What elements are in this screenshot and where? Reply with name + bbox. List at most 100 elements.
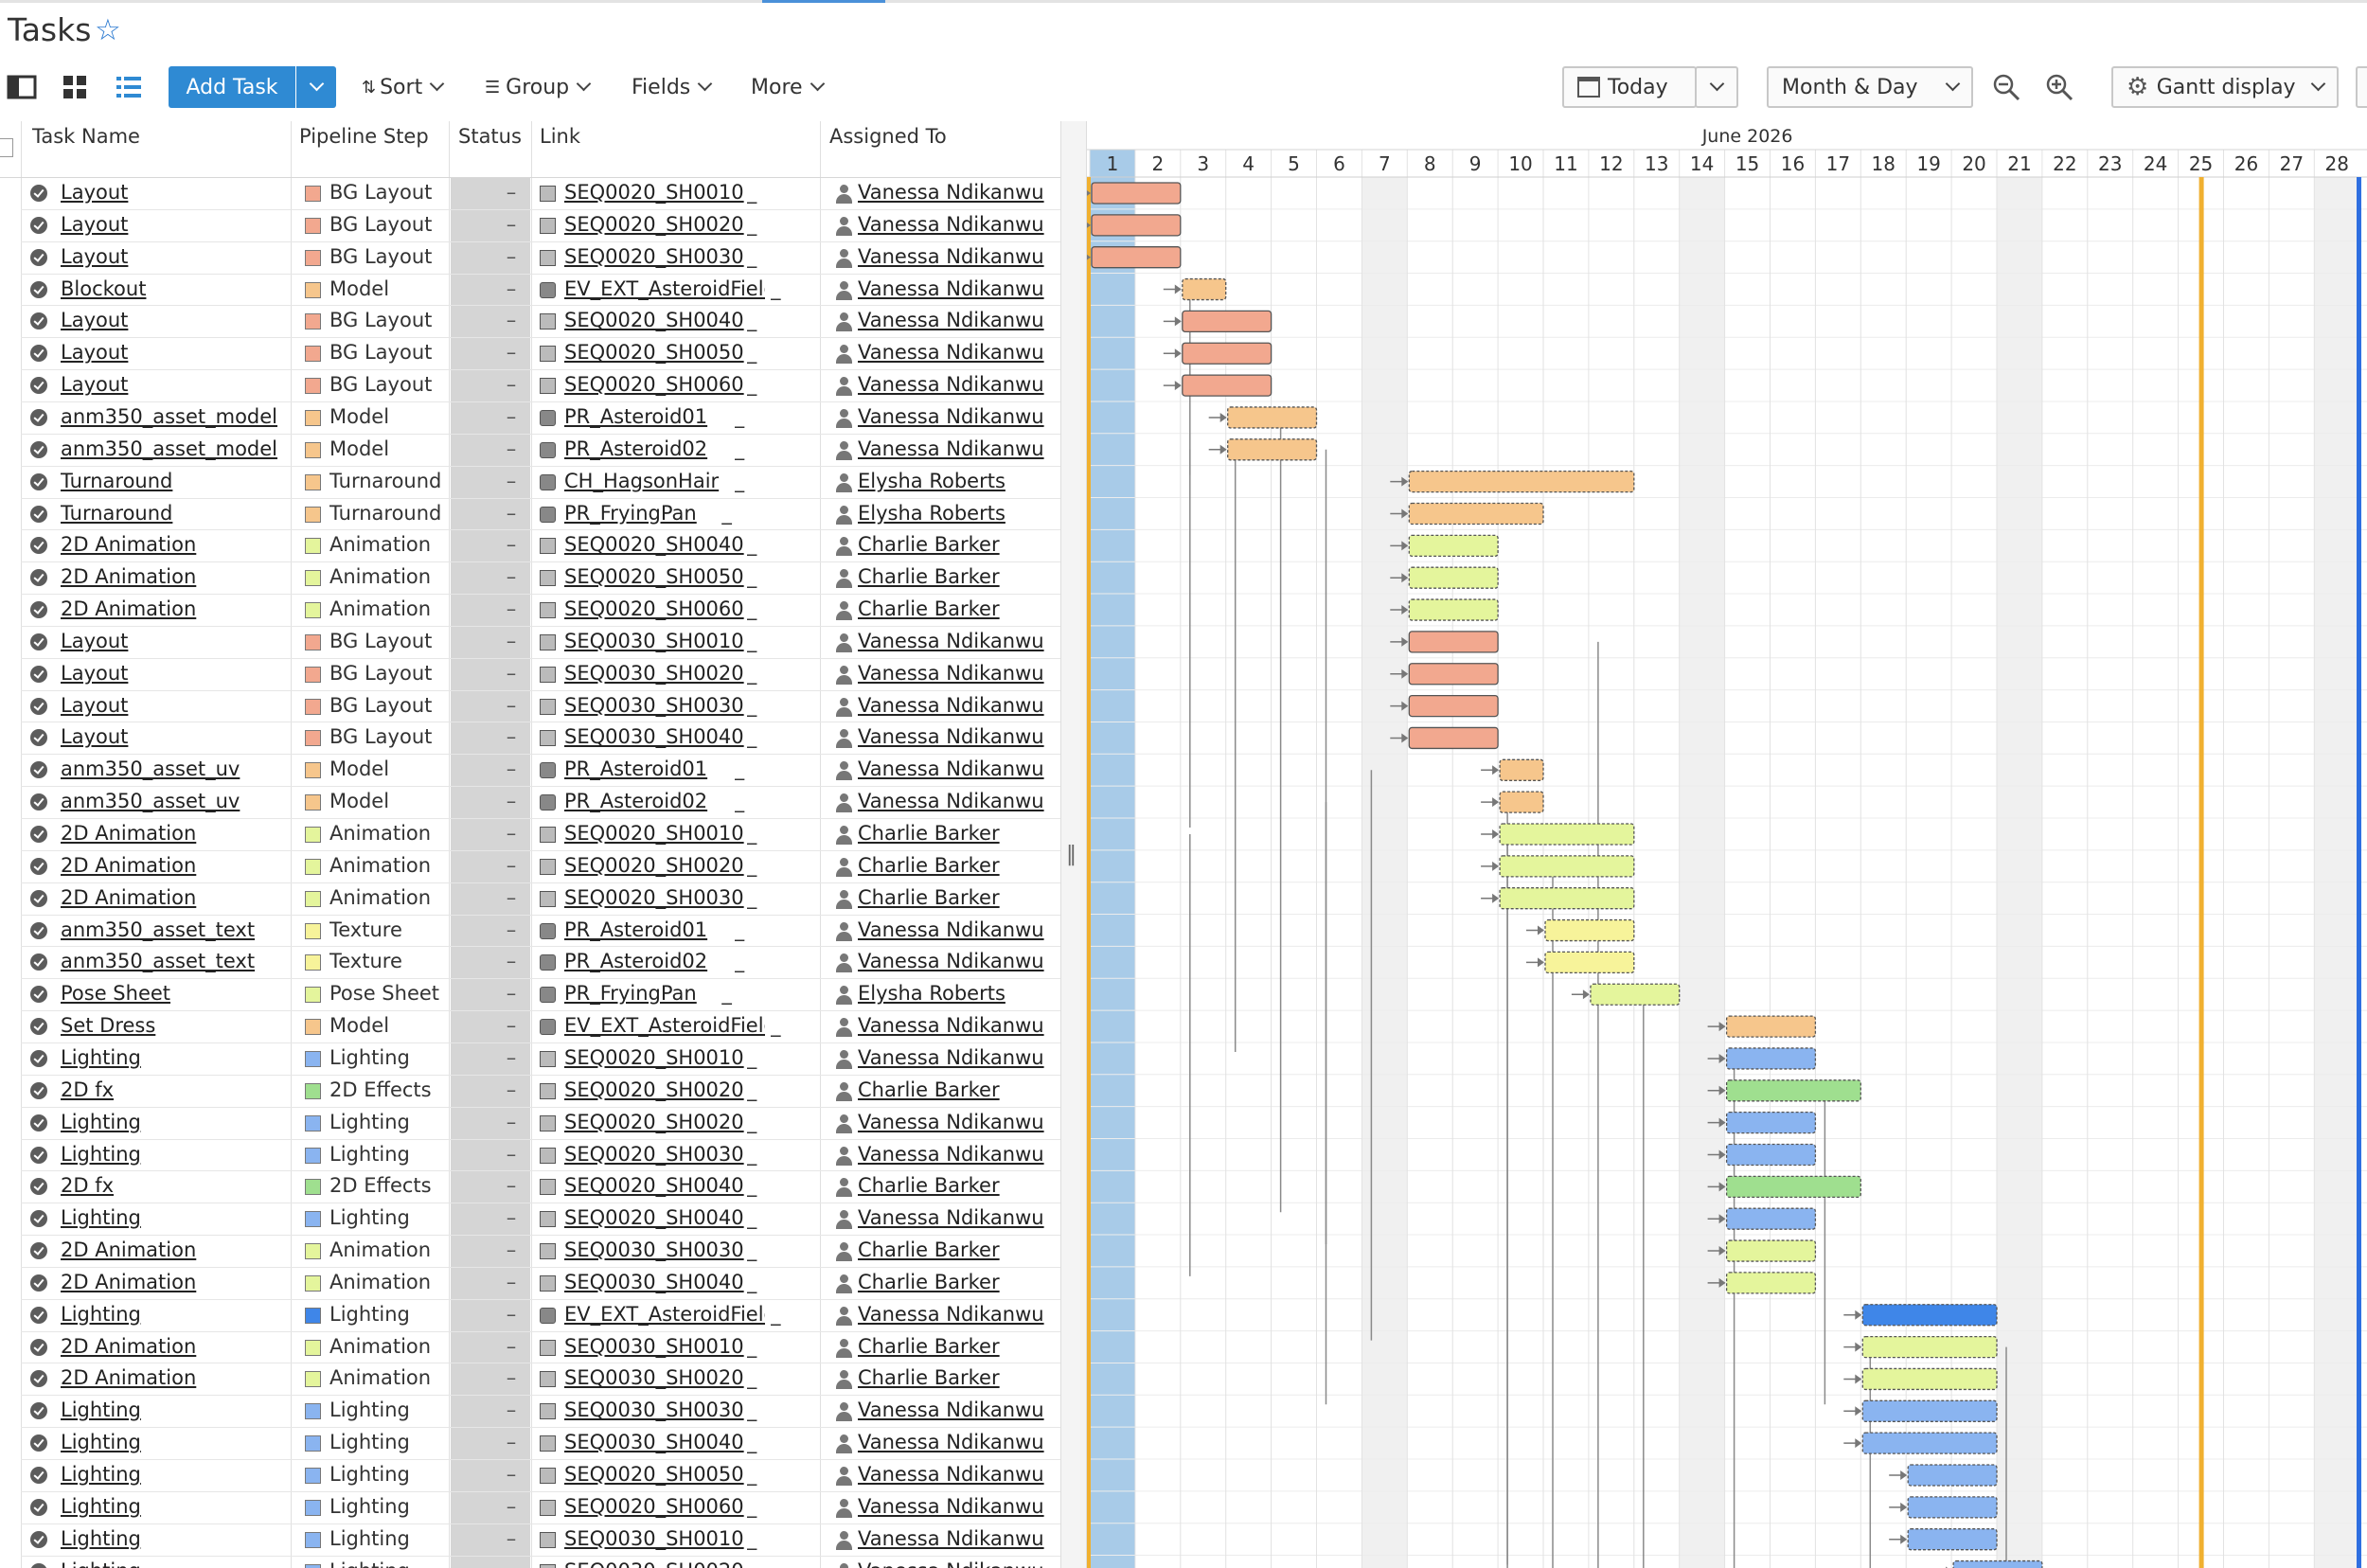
status-value[interactable]: – [506,1366,517,1390]
status-value[interactable]: – [506,1142,517,1166]
table-row[interactable]: Lighting Lighting – SEQ0020_SH0020 _ Vanessa … [21,1107,1062,1139]
task-name-link[interactable]: Layout [61,693,129,717]
assignee-link[interactable]: Vanessa Ndikanwu [858,918,1044,941]
table-row[interactable]: anm350_asset_text Texture – PR_Asteroid02 _ V… [21,946,1062,978]
assignee-link[interactable]: Vanessa Ndikanwu [858,1014,1044,1038]
task-bar[interactable] [1227,406,1318,429]
status-value[interactable]: – [506,853,517,877]
table-row[interactable]: anm350_asset_model Model – PR_Asteroid01 _ Va… [21,401,1062,434]
task-name-link[interactable]: Lighting [61,1206,141,1230]
assignee-link[interactable]: Vanessa Ndikanwu [858,1302,1044,1326]
task-name-link[interactable]: Pose Sheet [61,982,171,1006]
assignee-link[interactable]: Charlie Barker [858,853,1000,877]
table-row[interactable]: Lighting Lighting – SEQ0020_SH0060 _ Vanessa … [21,1491,1062,1523]
entity-link[interactable]: PR_FryingPan [564,982,697,1006]
task-name-link[interactable]: Lighting [61,1302,141,1326]
entity-link[interactable]: SEQ0020_SH0010 [564,822,744,845]
entity-link-more[interactable]: _ [746,661,757,685]
assignee-link[interactable]: Elysha Roberts [858,501,1006,525]
assignee-link[interactable]: Vanessa Ndikanwu [858,1463,1044,1486]
entity-link-more[interactable]: _ [734,469,745,492]
col-header-task-name[interactable]: Task Name [32,125,140,148]
entity-link[interactable]: SEQ0020_SH0020 [564,212,744,236]
entity-link[interactable]: SEQ0020_SH0060 [564,1494,744,1518]
task-checkbox-icon[interactable] [30,761,47,779]
task-checkbox-icon[interactable] [30,1338,47,1356]
entity-link[interactable]: SEQ0030_SH0020 [564,661,744,685]
assignee-link[interactable]: Vanessa Ndikanwu [858,404,1044,428]
task-checkbox-icon[interactable] [30,537,47,555]
task-name-link[interactable]: 2D Animation [61,822,197,845]
entity-link-more[interactable]: _ [746,341,757,365]
task-checkbox-icon[interactable] [30,1530,47,1548]
assignee-link[interactable]: Vanessa Ndikanwu [858,1526,1044,1550]
entity-link[interactable]: SEQ0030_SH0020 [564,1366,744,1390]
table-row[interactable]: Layout BG Layout – SEQ0020_SH0020 _ Vanessa N… [21,209,1062,241]
entity-link-more[interactable]: _ [771,276,781,300]
table-row[interactable]: Lighting Lighting – SEQ0020_SH0050 _ Vanessa … [21,1459,1062,1491]
task-checkbox-icon[interactable] [30,1081,47,1099]
entity-link[interactable]: EV_EXT_AsteroidField [564,276,765,300]
table-row[interactable]: Layout BG Layout – SEQ0030_SH0040 _ Vanessa N… [21,722,1062,754]
task-checkbox-icon[interactable] [30,1242,47,1260]
task-checkbox-icon[interactable] [30,1370,47,1388]
status-value[interactable]: – [506,1045,517,1069]
entity-link-more[interactable]: _ [734,918,745,941]
task-bar[interactable] [1182,277,1227,301]
task-checkbox-icon[interactable] [30,280,47,298]
entity-link-more[interactable]: _ [734,404,745,428]
assignee-link[interactable]: Vanessa Ndikanwu [858,1399,1044,1422]
list-view-icon[interactable] [113,71,145,103]
add-task-button[interactable]: Add Task [169,66,295,108]
assignee-link[interactable]: Vanessa Ndikanwu [858,1045,1044,1069]
entity-link-more[interactable]: _ [734,790,745,813]
select-all-checkbox[interactable] [0,138,13,157]
task-bar[interactable] [1952,1559,2043,1568]
task-name-link[interactable]: Lighting [61,1463,141,1486]
task-bar[interactable] [1499,758,1544,781]
task-bar[interactable] [1725,1079,1861,1102]
entity-link[interactable]: SEQ0030_SH0010 [564,1526,744,1550]
today-menu-button[interactable] [1695,66,1738,108]
task-bar[interactable] [1499,791,1544,813]
task-checkbox-icon[interactable] [30,1274,47,1292]
entity-link[interactable]: SEQ0020_SH0030 [564,1142,744,1166]
task-name-link[interactable]: 2D fx [61,1174,115,1198]
assignee-link[interactable]: Vanessa Ndikanwu [858,661,1044,685]
entity-link-more[interactable]: _ [746,373,757,397]
assignee-link[interactable]: Vanessa Ndikanwu [858,1494,1044,1518]
task-name-link[interactable]: Lighting [61,1399,141,1422]
task-bar[interactable] [1091,214,1182,237]
status-value[interactable]: – [506,950,517,973]
col-header-pipeline-step[interactable]: Pipeline Step [299,125,429,148]
entity-link[interactable]: SEQ0030_SH0020 [564,1556,765,1568]
assignee-link[interactable]: Vanessa Ndikanwu [858,1110,1044,1133]
task-name-link[interactable]: 2D Animation [61,1334,197,1358]
entity-link[interactable]: SEQ0020_SH0020 [564,853,744,877]
task-bar[interactable] [1408,598,1499,621]
entity-link-more[interactable]: _ [746,1431,757,1454]
entity-link[interactable]: SEQ0020_SH0060 [564,597,744,621]
task-bar[interactable] [1499,855,1635,878]
table-row[interactable]: 2D Animation Animation – SEQ0020_SH0030 _ Cha… [21,882,1062,915]
entity-link-more[interactable]: _ [746,1238,757,1262]
task-name-link[interactable]: Lighting [61,1556,307,1568]
table-row[interactable]: Layout BG Layout – SEQ0020_SH0040 _ Vanessa N… [21,305,1062,337]
entity-link[interactable]: EV_EXT_AsteroidField [564,1014,765,1038]
entity-link[interactable]: SEQ0020_SH0030 [564,244,744,268]
entity-link-more[interactable]: _ [746,1206,757,1230]
table-row[interactable]: Lighting Lighting – SEQ0030_SH0020_ Vanessa … [21,1556,1062,1568]
task-checkbox-icon[interactable] [30,921,47,939]
entity-link-more[interactable]: _ [746,1526,757,1550]
more-button[interactable]: More [751,66,825,108]
entity-link-more[interactable]: _ [746,212,757,236]
task-name-link[interactable]: anm350_asset_text [61,918,256,941]
entity-link-more[interactable]: _ [746,1078,757,1101]
status-value[interactable]: – [506,661,517,685]
task-bar[interactable] [1590,983,1681,1006]
task-bar[interactable] [1861,1367,1998,1391]
assignee-link[interactable]: Charlie Barker [858,1334,1000,1358]
entity-link[interactable]: SEQ0020_SH0040 [564,309,744,332]
task-checkbox-icon[interactable] [30,857,47,875]
entity-link[interactable]: SEQ0020_SH0050 [564,341,744,365]
